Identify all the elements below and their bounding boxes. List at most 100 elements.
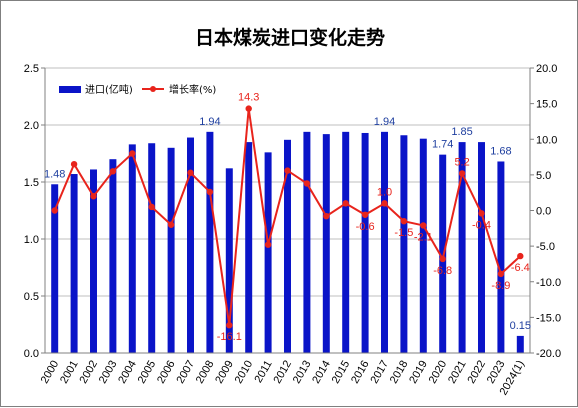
line-point: [226, 322, 233, 329]
line-point: [206, 188, 214, 196]
x-tick-label: 2000: [39, 359, 62, 386]
line-value-label: -6.4: [511, 262, 530, 274]
bar: [128, 144, 136, 353]
line-point: [284, 167, 291, 174]
line-point: [70, 160, 78, 168]
line-point: [167, 221, 175, 228]
line-value-label: -0.6: [356, 221, 375, 233]
bar: [458, 142, 466, 353]
line-series: [51, 105, 524, 329]
line-value-label: -6.8: [433, 265, 452, 277]
line-point: [478, 210, 485, 217]
bar: [478, 142, 485, 353]
legend-marker-line: [150, 86, 156, 92]
bar: [225, 168, 233, 353]
x-tick-label: 2001: [58, 359, 81, 386]
line-point: [148, 203, 155, 211]
line-point: [361, 211, 369, 218]
bar: [187, 137, 194, 353]
bar: [90, 169, 97, 353]
bar-value-label: 0.15: [510, 320, 531, 332]
line-value-label: 1.0: [377, 186, 392, 198]
y-right-tick-label: 0.0: [536, 206, 551, 218]
bar: [439, 154, 447, 353]
bar: [322, 134, 330, 353]
y-right-tick-label: -15.0: [536, 312, 561, 324]
x-tick-label: 2022: [465, 359, 488, 386]
line-point: [458, 170, 466, 177]
bar: [264, 152, 272, 353]
bar: [303, 131, 311, 353]
x-tick-label: 2007: [174, 359, 197, 386]
bar: [109, 159, 117, 353]
line-value-label: -0.4: [472, 219, 491, 231]
line-value-label: -8.9: [491, 280, 510, 292]
line-value-label: -2.1: [414, 231, 433, 243]
bar: [361, 132, 369, 353]
bar: [342, 131, 350, 353]
x-tick-label: 2008: [194, 359, 217, 386]
x-tick-label: 2004: [116, 359, 139, 386]
x-tick-label: 2002: [77, 359, 100, 386]
line-point: [497, 270, 505, 278]
x-tick-label: 2015: [330, 359, 353, 386]
y-right-tick-label: 5.0: [536, 170, 551, 182]
bar: [245, 142, 253, 353]
line-point: [342, 200, 349, 207]
line-value-label: 14.3: [238, 92, 259, 104]
line-point: [109, 168, 117, 175]
x-tick-label: 2005: [136, 359, 159, 386]
legend-label-bars: 进口(亿吨): [85, 83, 133, 96]
legend: 进口(亿吨) 增长率(%): [59, 83, 216, 96]
x-tick-label: 2020: [427, 359, 450, 386]
line-point: [264, 241, 272, 248]
bar: [381, 131, 388, 353]
bar-value-label: 1.74: [432, 139, 453, 151]
y-left-tick-label: 2.5: [24, 63, 39, 75]
chart-title: 日本煤炭进口变化走势: [195, 26, 385, 49]
y-left-tick-label: 1.5: [24, 177, 39, 189]
line-point: [245, 105, 252, 112]
x-tick-label: 2014: [310, 359, 333, 386]
x-tick-label: 2013: [291, 359, 314, 386]
x-tick-label: 2010: [233, 359, 256, 386]
bar: [148, 143, 156, 353]
line-point: [400, 217, 408, 225]
line-point: [90, 193, 97, 200]
legend-label-line: 增长率(%): [169, 83, 216, 96]
bar-value-label: 1.94: [199, 116, 220, 128]
bar: [497, 161, 505, 353]
line-point: [323, 213, 330, 220]
x-tick-label: 2016: [349, 359, 372, 386]
bar: [419, 138, 427, 353]
y-right-tick-label: 20.0: [536, 63, 557, 75]
x-tick-label: 2003: [97, 359, 120, 386]
y-right-tick-label: -10.0: [536, 277, 561, 289]
line-value-label: -1.5: [394, 227, 413, 239]
y-right-tick-label: -20.0: [536, 348, 561, 360]
bar-value-label: 1.48: [44, 168, 65, 180]
y-left-tick-label: 2.0: [24, 120, 39, 132]
y-left-tick-label: 0.0: [24, 348, 39, 360]
y-right-tick-label: -5.0: [536, 241, 555, 253]
line-point: [439, 255, 446, 263]
bar: [70, 174, 78, 353]
x-tick-label: 2017: [368, 359, 391, 386]
bar-value-label: 1.94: [374, 116, 395, 128]
line-point: [129, 150, 136, 157]
bar-value-label: 1.85: [451, 126, 472, 138]
bar: [516, 335, 524, 353]
y-right-tick-label: 15.0: [536, 99, 557, 111]
y-left-tick-label: 1.0: [24, 234, 39, 246]
line-value-label: 5.2: [454, 156, 469, 168]
x-tick-label: 2006: [155, 359, 178, 386]
bar: [167, 147, 175, 353]
line-point: [517, 252, 524, 260]
x-tick-label: 2021: [446, 359, 469, 386]
bar: [400, 135, 408, 353]
line-point: [187, 169, 194, 176]
x-tick-label: 2011: [252, 359, 274, 385]
line-point: [420, 222, 427, 229]
bar: [206, 131, 214, 353]
